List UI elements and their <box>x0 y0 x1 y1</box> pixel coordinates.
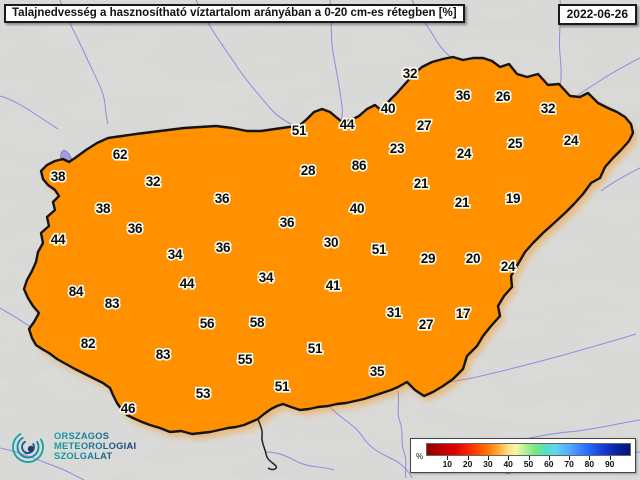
omsz-logo-text: ORSZÁGOS METEOROLÓGIAI SZOLGÁLAT <box>54 431 137 462</box>
map-title: Talajnedvesség a hasznosítható víztartal… <box>4 4 465 23</box>
legend-tick-mark <box>487 456 489 460</box>
station-value-label: 36 <box>215 191 230 206</box>
station-value-label: 24 <box>457 146 472 161</box>
station-value-label: 26 <box>496 89 511 104</box>
station-value-label: 24 <box>501 259 516 274</box>
legend-tick-label: 30 <box>483 459 493 469</box>
station-value-label: 24 <box>564 133 579 148</box>
station-value-label: 44 <box>51 232 66 247</box>
station-value-label: 32 <box>403 66 417 81</box>
station-value-label: 27 <box>417 118 431 133</box>
station-value-label: 20 <box>466 251 480 266</box>
station-value-label: 36 <box>456 88 471 103</box>
omsz-spiral-icon <box>12 433 44 463</box>
station-value-label: 38 <box>51 169 66 184</box>
station-value-label: 51 <box>372 242 387 257</box>
station-value-label: 32 <box>146 174 160 189</box>
drava-border-line <box>257 418 278 471</box>
station-value-label: 40 <box>381 101 395 116</box>
legend-tick-mark <box>508 456 510 460</box>
station-value-label: 86 <box>352 158 367 173</box>
station-value-label: 31 <box>387 305 402 320</box>
legend-tick-label: 70 <box>564 459 574 469</box>
legend-tick-mark <box>569 456 571 460</box>
legend-tick-label: 40 <box>503 459 513 469</box>
station-value-label: 34 <box>168 247 183 262</box>
station-value-label: 62 <box>113 147 127 162</box>
legend-tick-label: 80 <box>584 459 595 469</box>
station-value-label: 36 <box>216 240 231 255</box>
omsz-logo: ORSZÁGOS METEOROLÓGIAI SZOLGÁLAT <box>8 427 136 467</box>
legend-colorbar <box>426 443 631 456</box>
station-value-label: 32 <box>541 101 555 116</box>
station-value-label: 35 <box>370 364 385 379</box>
station-value-label: 38 <box>96 201 111 216</box>
legend-tick-label: 20 <box>462 459 473 469</box>
station-value-label: 36 <box>128 221 143 236</box>
legend-tick-mark <box>447 456 449 460</box>
station-value-label: 41 <box>326 278 341 293</box>
station-value-label: 51 <box>292 123 307 138</box>
legend-tick-mark <box>609 456 611 460</box>
station-value-label: 29 <box>421 251 435 266</box>
station-value-label: 40 <box>350 201 364 216</box>
station-labels-layer: 62 38 32 38 36 44 34 36 36 36 34 44 84 83 82 83 46 53 56 58… <box>49 64 581 417</box>
station-value-label: 53 <box>196 386 211 401</box>
station-value-label: 21 <box>455 195 470 210</box>
station-value-label: 36 <box>280 215 295 230</box>
station-value-label: 21 <box>414 176 429 191</box>
station-value-label: 55 <box>238 352 253 367</box>
station-value-label: 58 <box>250 315 265 330</box>
station-value-label: 46 <box>121 401 136 416</box>
station-value-label: 44 <box>340 117 355 132</box>
station-value-label: 34 <box>259 270 274 285</box>
station-value-label: 51 <box>308 341 323 356</box>
station-value-label: 82 <box>81 336 95 351</box>
station-value-label: 27 <box>419 317 433 332</box>
station-value-label: 28 <box>301 163 316 178</box>
station-value-label: 25 <box>508 136 523 151</box>
legend-tick-label: 90 <box>604 459 615 469</box>
station-value-label: 84 <box>69 284 84 299</box>
map-date: 2022-06-26 <box>557 4 637 25</box>
legend-unit-label: % <box>416 452 424 461</box>
station-value-label: 83 <box>156 347 171 362</box>
legend-tick-mark <box>589 456 591 460</box>
station-value-label: 44 <box>180 276 195 291</box>
legend-tick-mark <box>528 456 530 460</box>
station-value-label: 83 <box>105 296 120 311</box>
legend-tick-label: 50 <box>523 459 534 469</box>
station-value-label: 30 <box>324 235 338 250</box>
station-value-label: 23 <box>390 141 405 156</box>
legend-tick-mark <box>548 456 550 460</box>
logo-line-2: METEOROLÓGIAI <box>54 441 137 452</box>
station-value-label: 51 <box>275 379 290 394</box>
legend-tick-label: 10 <box>442 459 453 469</box>
station-value-label: 19 <box>506 191 520 206</box>
station-value-label: 56 <box>200 316 215 331</box>
logo-line-3: SZOLGÁLAT <box>54 451 136 462</box>
legend: % 10 20 30 40 50 60 70 80 90 <box>410 438 636 473</box>
legend-tick-label: 60 <box>544 459 554 469</box>
logo-line-1: ORSZÁGOS <box>54 431 136 442</box>
station-value-label: 17 <box>456 306 470 321</box>
legend-tick-mark <box>467 456 469 460</box>
